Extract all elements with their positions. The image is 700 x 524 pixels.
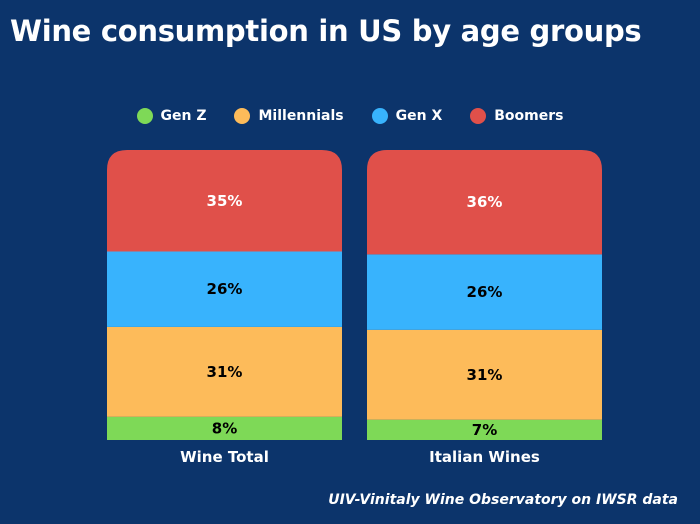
category-label: Italian Wines — [429, 448, 540, 466]
data-label: 31% — [207, 363, 243, 381]
legend-label: Millennials — [258, 108, 344, 124]
legend-item-gen-z: Gen Z — [136, 108, 207, 124]
chart-title: Wine consumption in US by age groups — [10, 14, 642, 48]
bar-segment-millennials — [107, 326, 342, 417]
data-label: 31% — [467, 366, 503, 384]
legend-label: Gen Z — [160, 108, 207, 124]
bar-segment-gen-x — [107, 251, 342, 327]
legend-item-gen-x: Gen X — [371, 108, 443, 124]
bar-segment-boomers — [367, 150, 602, 255]
legend-item-boomers: Boomers — [470, 108, 563, 124]
legend-label: Boomers — [494, 108, 564, 124]
legend-swatch — [470, 108, 487, 124]
legend-item-millennials: Millennials — [234, 108, 344, 124]
data-label: 26% — [207, 280, 243, 298]
bar-segment-gen-z — [367, 419, 602, 440]
data-label: 36% — [467, 193, 503, 211]
legend-swatch — [234, 108, 251, 124]
data-label: 7% — [472, 421, 497, 439]
legend-swatch — [371, 108, 388, 124]
data-label: 8% — [212, 419, 237, 437]
bar-segment-gen-x — [367, 254, 602, 330]
bar-segment-millennials — [367, 329, 602, 420]
data-label: 35% — [207, 192, 243, 210]
legend-label: Gen X — [395, 108, 443, 124]
legend: Gen Z Millennials Gen X Boomers — [0, 108, 700, 124]
source-note: UIV-Vinitaly Wine Observatory on IWSR da… — [328, 492, 678, 508]
category-label: Wine Total — [180, 448, 269, 466]
bar-segment-boomers — [107, 150, 342, 252]
data-label: 26% — [467, 283, 503, 301]
legend-swatch — [136, 108, 153, 124]
bar-segment-gen-z — [107, 416, 342, 440]
